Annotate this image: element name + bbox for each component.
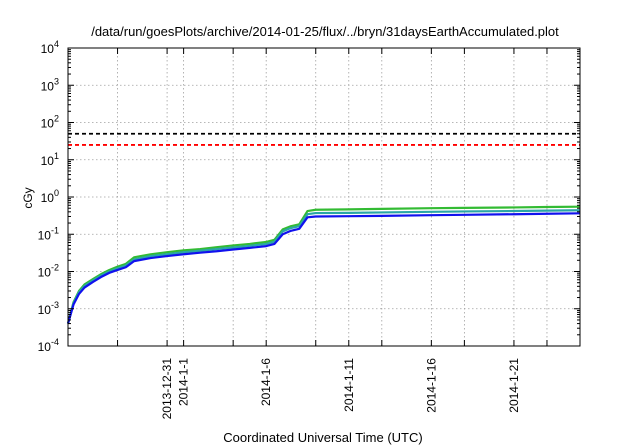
x-tick-label: 2014-1-16 [424,358,438,413]
y-tick-base: 10 [38,340,52,354]
y-tick-exponent: -2 [51,263,59,273]
y-tick-label: 10-3 [38,300,59,317]
series-line [66,209,581,324]
grid [68,48,580,346]
y-tick-exponent: 2 [54,114,59,124]
y-tick-label: 10-2 [38,263,59,280]
x-tick-label: 2014-1-6 [259,358,273,406]
x-axis-label: Coordinated Universal Time (UTC) [223,430,422,445]
y-tick-base: 10 [38,266,52,280]
y-tick-base: 10 [41,154,55,168]
y-tick-label: 10-1 [38,225,59,242]
x-tick-label: 2013-12-31 [160,358,174,420]
y-tick-exponent: 4 [54,39,59,49]
series-group [66,205,581,324]
y-tick-base: 10 [41,42,55,56]
series-line [66,212,581,324]
y-tick-base: 10 [41,191,55,205]
y-tick-label: 10-4 [38,337,59,354]
y-tick-exponent: -3 [51,300,59,310]
y-tick-base: 10 [41,79,55,93]
x-tick-label: 2014-1-1 [177,358,191,406]
y-tick-label: 102 [41,114,59,131]
y-tick-label: 103 [41,76,59,93]
y-tick-exponent: -1 [51,225,59,235]
reference-lines [68,132,580,146]
y-tick-exponent: -4 [51,337,59,347]
y-tick-label: 101 [41,151,59,168]
y-tick-base: 10 [41,117,55,131]
chart-title: /data/run/goesPlots/archive/2014-01-25/f… [91,24,559,39]
y-tick-exponent: 3 [54,76,59,86]
y-tick-exponent: 0 [54,188,59,198]
y-tick-label: 100 [41,188,59,205]
x-tick-label: 2014-1-11 [342,358,356,412]
y-tick-label: 104 [41,39,59,56]
y-tick-base: 10 [38,228,52,242]
y-axis-label: cGy [21,187,35,208]
series-line [66,205,581,324]
x-tick-label: 2014-1-21 [507,358,521,413]
y-tick-base: 10 [38,303,52,317]
y-tick-exponent: 1 [54,151,59,161]
x-axis-ticks: 2013-12-31 2014-1-1 2014-1-6 2014-1-11 2014-… [117,48,548,420]
